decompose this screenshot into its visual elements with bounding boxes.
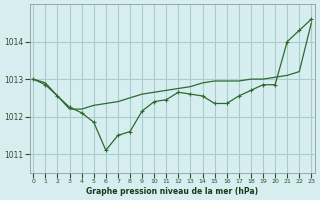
X-axis label: Graphe pression niveau de la mer (hPa): Graphe pression niveau de la mer (hPa) bbox=[86, 187, 258, 196]
